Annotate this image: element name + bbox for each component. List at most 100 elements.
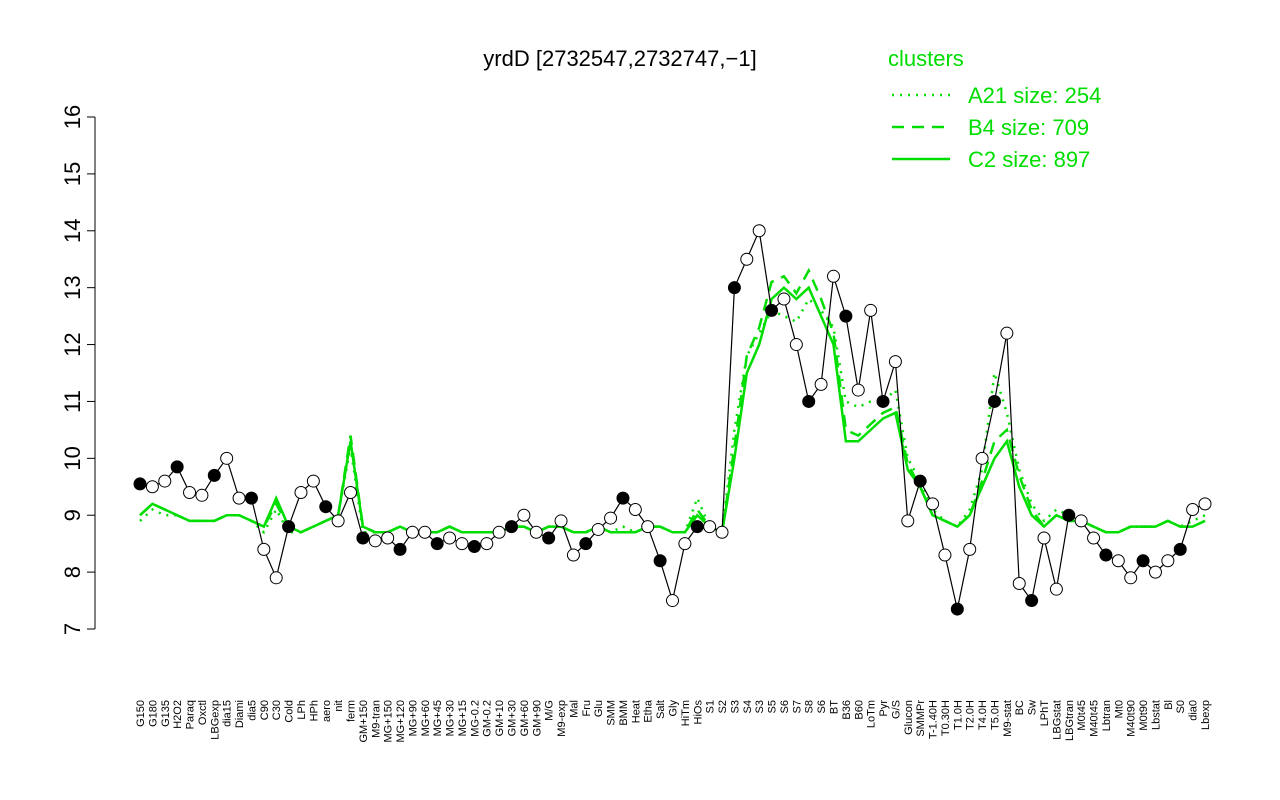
x-tick-label: M40t45	[1089, 700, 1101, 737]
x-tick-label: C30	[271, 700, 283, 720]
data-point	[975, 451, 989, 465]
x-tick-label: dia0	[1188, 700, 1200, 721]
data-point	[356, 531, 370, 545]
legend-label: A21 size: 254	[968, 83, 1101, 108]
data-point	[1148, 565, 1162, 579]
data-point	[950, 602, 964, 616]
x-tick-label: Diami	[234, 700, 246, 728]
data-point	[306, 474, 320, 488]
y-tick-label: 11	[60, 390, 85, 413]
x-tick-label: M40t90	[1126, 700, 1138, 737]
x-tick-label: Lbexp	[1200, 700, 1212, 730]
x-tick-label: Sw	[1027, 700, 1039, 715]
data-point	[678, 537, 692, 551]
x-tick-label: S4	[742, 700, 754, 713]
data-point	[505, 520, 519, 534]
x-tick-label: S8	[804, 700, 816, 713]
data-point	[405, 525, 419, 539]
x-tick-label: Mt0	[1113, 700, 1125, 718]
x-tick-label: LPh	[296, 700, 308, 720]
data-point	[604, 511, 618, 525]
x-tick-label: Fru	[581, 700, 593, 717]
chart-title: yrdD [2732547,2732747,−1]	[483, 46, 756, 71]
data-point	[529, 525, 543, 539]
data-point	[554, 514, 568, 528]
cluster-line	[139, 297, 1206, 535]
data-point	[777, 292, 791, 306]
data-point	[851, 383, 865, 397]
x-tick-label: Salt	[655, 700, 667, 719]
data-point	[913, 474, 927, 488]
data-point	[269, 571, 283, 585]
x-tick-label: MG+45	[432, 700, 444, 736]
data-point	[418, 525, 432, 539]
data-point	[443, 531, 457, 545]
x-tick-label: T1.0H	[952, 700, 964, 730]
data-point	[1025, 594, 1039, 608]
x-tick-label: Pyr	[878, 700, 890, 717]
data-point	[901, 514, 915, 528]
data-point	[591, 522, 605, 536]
data-point	[579, 537, 593, 551]
x-tick-label: MG-0.2	[469, 700, 481, 737]
x-tick-label: MG+60	[420, 700, 432, 736]
data-point	[344, 485, 358, 499]
x-tick-label: dia5	[246, 700, 258, 721]
x-tick-label: Glu	[593, 700, 605, 717]
data-point	[381, 531, 395, 545]
x-tick-label: SMMPr	[915, 700, 927, 737]
x-tick-label: M9-tran	[370, 700, 382, 738]
data-point	[1087, 531, 1101, 545]
data-point	[467, 540, 481, 554]
data-point	[690, 520, 704, 534]
data-point	[244, 491, 258, 505]
data-point	[430, 537, 444, 551]
x-tick-label: S2	[717, 700, 729, 713]
x-tick-label: S5	[767, 700, 779, 713]
legend-label: B4 size: 709	[968, 115, 1089, 140]
y-tick-label: 9	[60, 509, 85, 521]
x-tick-label: S1	[705, 700, 717, 713]
x-tick-label: Mal	[568, 700, 580, 718]
x-tick-label: C90	[259, 700, 271, 720]
x-tick-label: S3	[754, 700, 766, 713]
data-point	[715, 525, 729, 539]
y-tick-label: 12	[60, 332, 85, 356]
x-tick-label: dia15	[222, 700, 234, 727]
data-point	[653, 554, 667, 568]
x-tick-label: T4.0H	[977, 700, 989, 730]
x-tick-label: T0.30H	[940, 700, 952, 736]
x-tick-label: HPh	[308, 700, 320, 721]
legend-label: C2 size: 897	[968, 147, 1090, 172]
data-point	[802, 394, 816, 408]
legend-title: clusters	[888, 46, 964, 71]
x-tick-label: S7	[791, 700, 803, 713]
data-point	[1111, 554, 1125, 568]
x-tick-label: M/G	[544, 700, 556, 721]
x-tick-label: GM+150	[358, 700, 370, 743]
x-tick-label: Paraq	[185, 700, 197, 729]
x-tick-label: T5.0H	[989, 700, 1001, 730]
data-point	[926, 497, 940, 511]
data-point	[566, 548, 580, 562]
x-tick-label: GM+60	[519, 700, 531, 736]
data-point	[814, 377, 828, 391]
x-tick-label: LBGtran	[1064, 700, 1076, 741]
x-tick-label: B60	[853, 700, 865, 720]
x-tick-label: M0t90	[1138, 700, 1150, 731]
x-tick-label: S0	[1175, 700, 1187, 713]
data-point	[1136, 554, 1150, 568]
x-tick-label: nit	[333, 700, 345, 712]
x-tick-label: M9-stat	[1002, 700, 1014, 737]
data-point	[331, 514, 345, 528]
x-tick-label: H2O2	[172, 700, 184, 729]
x-tick-label: T2.0H	[965, 700, 977, 730]
data-point	[666, 594, 679, 608]
x-tick-label: G/S	[890, 700, 902, 719]
data-point	[158, 474, 172, 488]
data-point	[1037, 531, 1051, 545]
data-point	[1062, 508, 1076, 522]
y-tick-label: 15	[60, 162, 85, 186]
data-point	[294, 485, 308, 499]
